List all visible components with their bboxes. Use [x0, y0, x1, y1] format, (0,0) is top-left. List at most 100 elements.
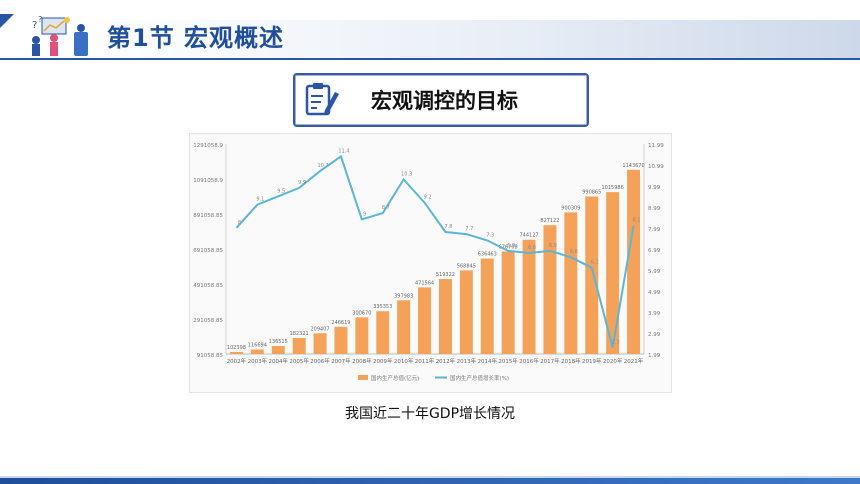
bar — [627, 169, 641, 354]
section-title: 第1节 宏观概述 — [107, 24, 285, 52]
y-left-tick-label: 491058.85 — [193, 283, 223, 289]
bar — [480, 258, 494, 354]
bar-data-label: 827122 — [540, 218, 559, 224]
y-right-tick-label: 4.99 — [648, 290, 661, 296]
x-tick-label: 2005年 — [289, 357, 309, 365]
bar-data-label: 900309 — [561, 205, 580, 211]
y-right-tick-label: 6.99 — [648, 248, 661, 254]
y-right-tick-label: 1.99 — [648, 353, 661, 359]
bar-data-label: 636463 — [478, 252, 497, 258]
gdp-chart-svg: 1291058.91091058.9891058.85691058.854910… — [193, 143, 664, 382]
header-divider — [0, 58, 860, 60]
x-tick-label: 2015年 — [498, 357, 518, 365]
line-data-label: 10.7 — [317, 163, 328, 169]
legend-bar-swatch — [358, 375, 368, 380]
x-tick-label: 2014年 — [478, 357, 498, 365]
footer-line — [0, 476, 860, 478]
bar-data-label: 102398 — [227, 345, 246, 351]
x-tick-label: 2007年 — [331, 357, 351, 365]
y-left-tick-label: 1291058.9 — [193, 143, 223, 149]
bar-data-label: 471564 — [415, 280, 434, 286]
header-bar: ? ? 第1节 宏观概述 — [0, 14, 860, 58]
y-left-tick-label: 1091058.9 — [193, 178, 223, 184]
line-data-label: 11.4 — [338, 148, 349, 154]
y-right-tick-label: 7.99 — [648, 227, 661, 233]
bar-data-label: 568845 — [457, 263, 476, 269]
bar — [564, 212, 578, 354]
x-tick-label: 2019年 — [582, 357, 602, 365]
bar-data-label: 300670 — [352, 310, 371, 316]
line-data-label: 9.5 — [277, 188, 285, 194]
line-data-label: 6.1 — [591, 260, 599, 266]
bar — [397, 300, 411, 354]
y-right-tick-label: 10.99 — [648, 164, 664, 170]
bar-data-label: 136515 — [269, 339, 288, 345]
y-right-tick-label: 11.99 — [648, 143, 664, 149]
bar-data-label: 209407 — [311, 326, 330, 332]
x-tick-label: 2006年 — [310, 357, 330, 365]
bar — [459, 270, 473, 354]
line-data-label: 9.2 — [424, 195, 432, 201]
bar — [522, 239, 536, 354]
line-data-label: 6.6 — [570, 249, 578, 255]
line-data-label: 6.9 — [507, 243, 515, 249]
bar — [229, 352, 243, 354]
x-tick-label: 2008年 — [352, 357, 372, 365]
bar — [418, 287, 432, 354]
bar-data-label: 182321 — [290, 331, 309, 337]
line-data-label: 7.3 — [486, 232, 494, 238]
line-data-label: 8.7 — [382, 205, 390, 211]
x-tick-label: 2016年 — [519, 357, 539, 365]
bar-data-label: 246619 — [331, 320, 350, 326]
y-right-tick-label: 8.99 — [648, 206, 661, 212]
clipboard-pencil-icon — [305, 83, 339, 116]
y-right-tick-label: 5.99 — [648, 269, 661, 275]
bar-data-label: 335353 — [373, 304, 392, 310]
y-left-tick-label: 891058.85 — [193, 213, 223, 219]
line-data-label: 9 — [363, 211, 366, 217]
bar-data-label: 676708 — [499, 245, 518, 251]
y-left-tick-label: 291058.85 — [193, 318, 223, 324]
legend-line-label: 国内生产总值增长率(%) — [450, 374, 509, 382]
corner-decoration — [0, 14, 14, 28]
growth-rate-line — [235, 154, 635, 348]
y-left-tick-label: 91058.85 — [197, 353, 224, 359]
line-data-label: 9.1 — [256, 197, 264, 203]
bar — [355, 317, 369, 354]
bar — [292, 338, 306, 354]
bar-data-label: 990865 — [582, 190, 601, 196]
y-right-tick-label: 2.99 — [648, 332, 661, 338]
footer-bar — [0, 478, 860, 484]
y-right-tick-label: 9.99 — [648, 185, 661, 191]
x-tick-label: 2010年 — [394, 357, 414, 365]
x-tick-label: 2011年 — [415, 357, 435, 365]
svg-text:?: ? — [32, 20, 37, 31]
chart-caption: 我国近二十年GDP增长情况 — [344, 406, 516, 422]
line-data-label: 2.3 — [612, 339, 620, 345]
bar-data-label: 744127 — [520, 233, 539, 239]
line-data-label: 6.8 — [528, 245, 536, 251]
bar — [585, 196, 599, 354]
line-data-label: 8.1 — [633, 218, 641, 224]
x-tick-label: 2009年 — [373, 357, 393, 365]
bar — [501, 251, 515, 354]
x-tick-label: 2004年 — [269, 357, 289, 365]
line-data-label: 10.3 — [401, 171, 412, 177]
bar-data-label: 397983 — [394, 293, 413, 299]
bar-data-label: 519322 — [436, 272, 455, 278]
line-data-label: 8 — [238, 220, 241, 226]
bar — [606, 192, 620, 354]
x-tick-label: 2020年 — [603, 357, 623, 365]
badge-title: 宏观调控的目标 — [371, 89, 518, 113]
x-tick-label: 2002年 — [227, 357, 247, 365]
x-tick-label: 2017年 — [540, 357, 560, 365]
bar — [543, 225, 557, 354]
header-background — [80, 20, 860, 58]
x-tick-label: 2021年 — [624, 357, 644, 365]
y-right-tick-label: 3.99 — [648, 311, 661, 317]
line-data-label: 7.8 — [444, 224, 452, 230]
x-tick-label: 2013年 — [457, 357, 477, 365]
bar — [376, 311, 390, 354]
x-tick-label: 2003年 — [248, 357, 268, 365]
bar — [271, 346, 285, 354]
